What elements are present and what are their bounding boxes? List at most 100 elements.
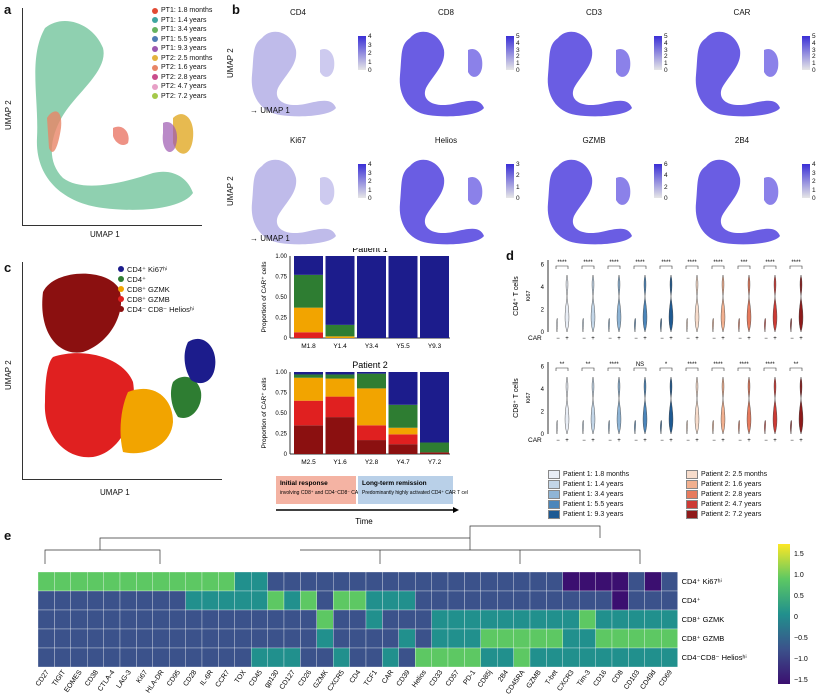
colorbar-tick: 4 [812,161,816,168]
car-plus: + [617,336,621,342]
legend-d-swatch [548,470,560,479]
heatmap-cell [497,647,514,668]
heatmap-cell [644,628,662,649]
sig-bracket [555,367,569,371]
heatmap-cell [103,647,121,668]
violin [738,318,740,333]
colorbar-tick: 0 [368,67,372,74]
ytick: 0.50 [275,411,287,417]
sig-bracket [685,265,699,269]
colorbar-tick: 2 [368,50,372,57]
heatmap-cell [595,571,613,592]
row2-sig: **** [687,362,697,368]
colorbar-tick: 3 [664,46,668,54]
heatmap-cell [513,647,531,668]
heatmap-cell [70,590,88,611]
heatmap-cell [529,609,547,630]
heatmap-cell [628,571,645,592]
car-plus: + [643,438,647,444]
legend-a-swatch [152,55,158,62]
colorbar [802,36,810,70]
heatmap-cell [562,609,580,630]
heatmap-cell [333,590,350,611]
legend-d-label: Patient 2: 2.5 months [701,471,768,478]
legend-a-swatch [152,7,158,14]
heatmap-cell [595,628,613,649]
heatmap-col-label: CD57 [445,669,461,688]
sig-bracket [633,265,647,269]
heatmap-col-label: CD49d [639,669,657,691]
heatmap-cell [611,571,629,592]
violin [746,274,752,333]
colorbar-tick: 0 [812,195,816,202]
patient2-bar-segment [294,400,323,426]
panel-a-umap [22,8,202,226]
sig-bracket [555,265,569,269]
heatmap-cell [218,628,235,649]
row2-sig: ** [794,362,799,368]
umap-cd3: CD3 5 4 3 2 1 0 [536,8,676,128]
car-minus: − [712,336,716,342]
heatmap-cell [300,609,317,630]
legend-d-item: Patient 1: 9.3 years [548,510,623,519]
car-minus: − [790,438,794,444]
heatmap-cell [611,609,629,630]
heatmap-cell [365,571,383,592]
ki67-label: Ki67 [526,290,532,301]
colorbar-tick: 4 [664,39,668,47]
heatmap-cell [497,590,514,611]
heatmap-cell [54,647,71,668]
colorbar [506,164,514,198]
car-minus: − [634,336,638,342]
violin [772,274,778,333]
umap-helios: Helios 3 2 1 0 [388,136,528,256]
heatmap-cell [415,609,432,630]
panel-b-label: b [232,2,240,17]
heatmap-cell [201,609,219,630]
patient1-title: Patient 1 [352,248,388,254]
violin [564,376,570,435]
patient1-bar-segment [294,256,323,275]
car-minus: − [582,336,586,342]
car-minus: − [764,336,768,342]
legend-d-item: Patient 1: 3.4 years [548,490,623,499]
row1-sig: **** [791,260,801,266]
legend-c-label: CD8⁺ GZMB [127,294,170,304]
heatmap-cell [579,609,596,630]
violin [634,420,636,435]
violin [616,376,622,435]
patient2-bar-segment [357,440,386,454]
ytick: 0 [541,432,545,438]
car-plus: + [721,438,725,444]
umap-title: CD3 [585,8,602,17]
legend-d-label: Patient 2: 7.2 years [701,511,762,518]
heatmap-cell [349,647,367,668]
panel-b-grid: CD4 4 3 2 1 0 CD8 5 4 3 2 1 0 CD3 5 4 3 2 1 0 CAR 5 4 3 2 1 0 Ki67 4… [226,8,820,248]
heatmap-cell [628,647,645,668]
row2-sig: **** [713,362,723,368]
heatmap-cell [661,571,678,592]
ytick: 0 [284,336,288,342]
patient1-bar-segment [294,307,323,333]
sig-bracket [633,367,647,371]
heatmap-cell [54,571,71,592]
violin [582,318,584,333]
heatmap-row-label: CD4⁺ Ki67ʰⁱ [682,577,722,586]
patient2-bar-segment [325,417,355,454]
patient2-xtick: Y1.6 [333,459,347,466]
sig-bracket [737,265,751,269]
violin [660,420,662,435]
legend-d-swatch [548,480,560,489]
heatmap-cell [480,628,498,649]
heatmap-cell [201,571,219,592]
heatmap-cell [382,609,399,630]
heatmap-cell [234,571,252,592]
umap-title: CD4 [289,8,306,17]
legend-c-label: CD8⁺ GZMK [127,284,170,294]
ytick: 0 [541,330,545,336]
patient1-bar-segment [325,324,355,337]
car-plus: + [747,438,751,444]
heatmap-cell [579,628,596,649]
heatmap-cell [431,609,449,630]
heatmap-cell [415,628,432,649]
